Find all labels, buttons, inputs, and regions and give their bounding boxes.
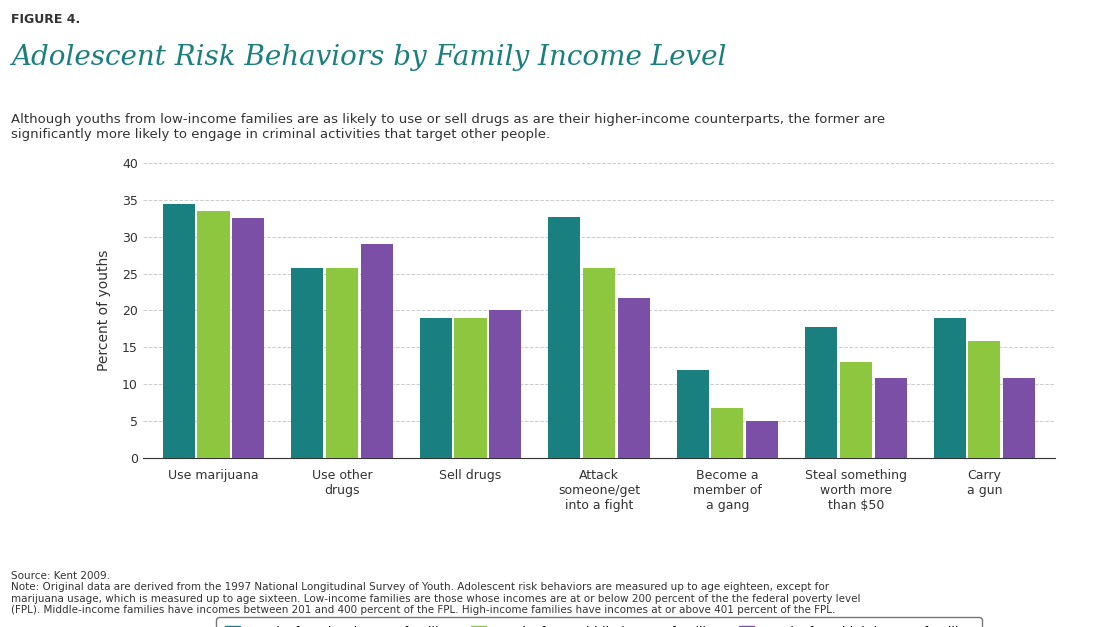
Bar [618, 298, 650, 458]
Bar [840, 362, 872, 458]
Bar [582, 268, 615, 458]
Legend: Youths from low-income families, Youths from middle-income families, Youths from: Youths from low-income families, Youths … [217, 617, 981, 627]
Bar [806, 327, 837, 458]
Bar [291, 268, 323, 458]
Bar [677, 370, 709, 458]
Bar [875, 378, 907, 458]
Bar [454, 318, 487, 458]
Text: FIGURE 4.: FIGURE 4. [11, 13, 80, 26]
Bar [326, 268, 358, 458]
Text: Source: Kent 2009.
Note: Original data are derived from the 1997 National Longit: Source: Kent 2009. Note: Original data a… [11, 571, 861, 615]
Y-axis label: Percent of youths: Percent of youths [97, 250, 111, 371]
Bar [711, 408, 744, 458]
Text: Although youths from low-income families are as likely to use or sell drugs as a: Although youths from low-income families… [11, 113, 885, 141]
Bar [968, 341, 1000, 458]
Bar [420, 318, 452, 458]
Bar [163, 204, 195, 458]
Bar [232, 218, 264, 458]
Bar [198, 211, 230, 458]
Bar [360, 244, 392, 458]
Bar [489, 310, 521, 458]
Bar [548, 217, 580, 458]
Bar [746, 421, 778, 458]
Text: Adolescent Risk Behaviors by Family Income Level: Adolescent Risk Behaviors by Family Inco… [11, 44, 726, 71]
Bar [1003, 378, 1035, 458]
Bar [934, 318, 966, 458]
